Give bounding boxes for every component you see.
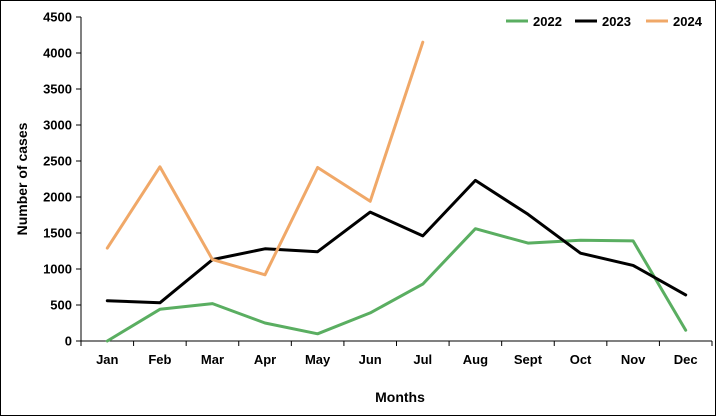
- x-tick-label: Aug: [463, 352, 488, 367]
- x-axis-title: Months: [375, 389, 425, 405]
- series-line-2022: [105, 227, 688, 343]
- series-line-2023: [105, 178, 688, 305]
- x-tick-label: Mar: [201, 352, 224, 367]
- x-tick-label: Apr: [254, 352, 276, 367]
- x-tick-label: Feb: [148, 352, 171, 367]
- axes: [80, 17, 712, 342]
- x-ticks: Jan Feb Mar Apr May Jun Jul Aug Sept Oct Nov Dec: [80, 341, 713, 367]
- y-axis-title: Number of cases: [14, 122, 30, 235]
- y-tick-label: 4000: [43, 46, 72, 61]
- series-layer: [105, 40, 688, 343]
- y-tick-label: 4500: [43, 10, 72, 25]
- legend-label-2022: 2022: [533, 14, 562, 29]
- legend-label-2023: 2023: [602, 14, 631, 29]
- x-tick-label: Sept: [514, 352, 543, 367]
- y-tick-label: 3500: [43, 82, 72, 97]
- y-tick-label: 3000: [43, 118, 72, 133]
- x-tick-label: Jun: [359, 352, 382, 367]
- legend-label-2024: 2024: [673, 14, 703, 29]
- x-tick-label: Oct: [570, 352, 592, 367]
- series-line-2024: [105, 40, 425, 277]
- y-tick-label: 2500: [43, 154, 72, 169]
- x-tick-label: Jan: [96, 352, 118, 367]
- x-tick-label: Nov: [621, 352, 646, 367]
- y-tick-label: 1500: [43, 226, 72, 241]
- x-tick-label: May: [305, 352, 331, 367]
- x-tick-label: Jul: [413, 352, 432, 367]
- y-tick-label: 2000: [43, 190, 72, 205]
- legend: 2022 2023 2024: [506, 14, 703, 29]
- y-tick-label: 1000: [43, 262, 72, 277]
- x-tick-label: Dec: [674, 352, 698, 367]
- y-ticks: 0 500 1000 1500 2000 2500 3000 3500 4000 4500: [43, 10, 81, 349]
- y-tick-label: 500: [50, 298, 72, 313]
- y-tick-label: 0: [65, 334, 72, 349]
